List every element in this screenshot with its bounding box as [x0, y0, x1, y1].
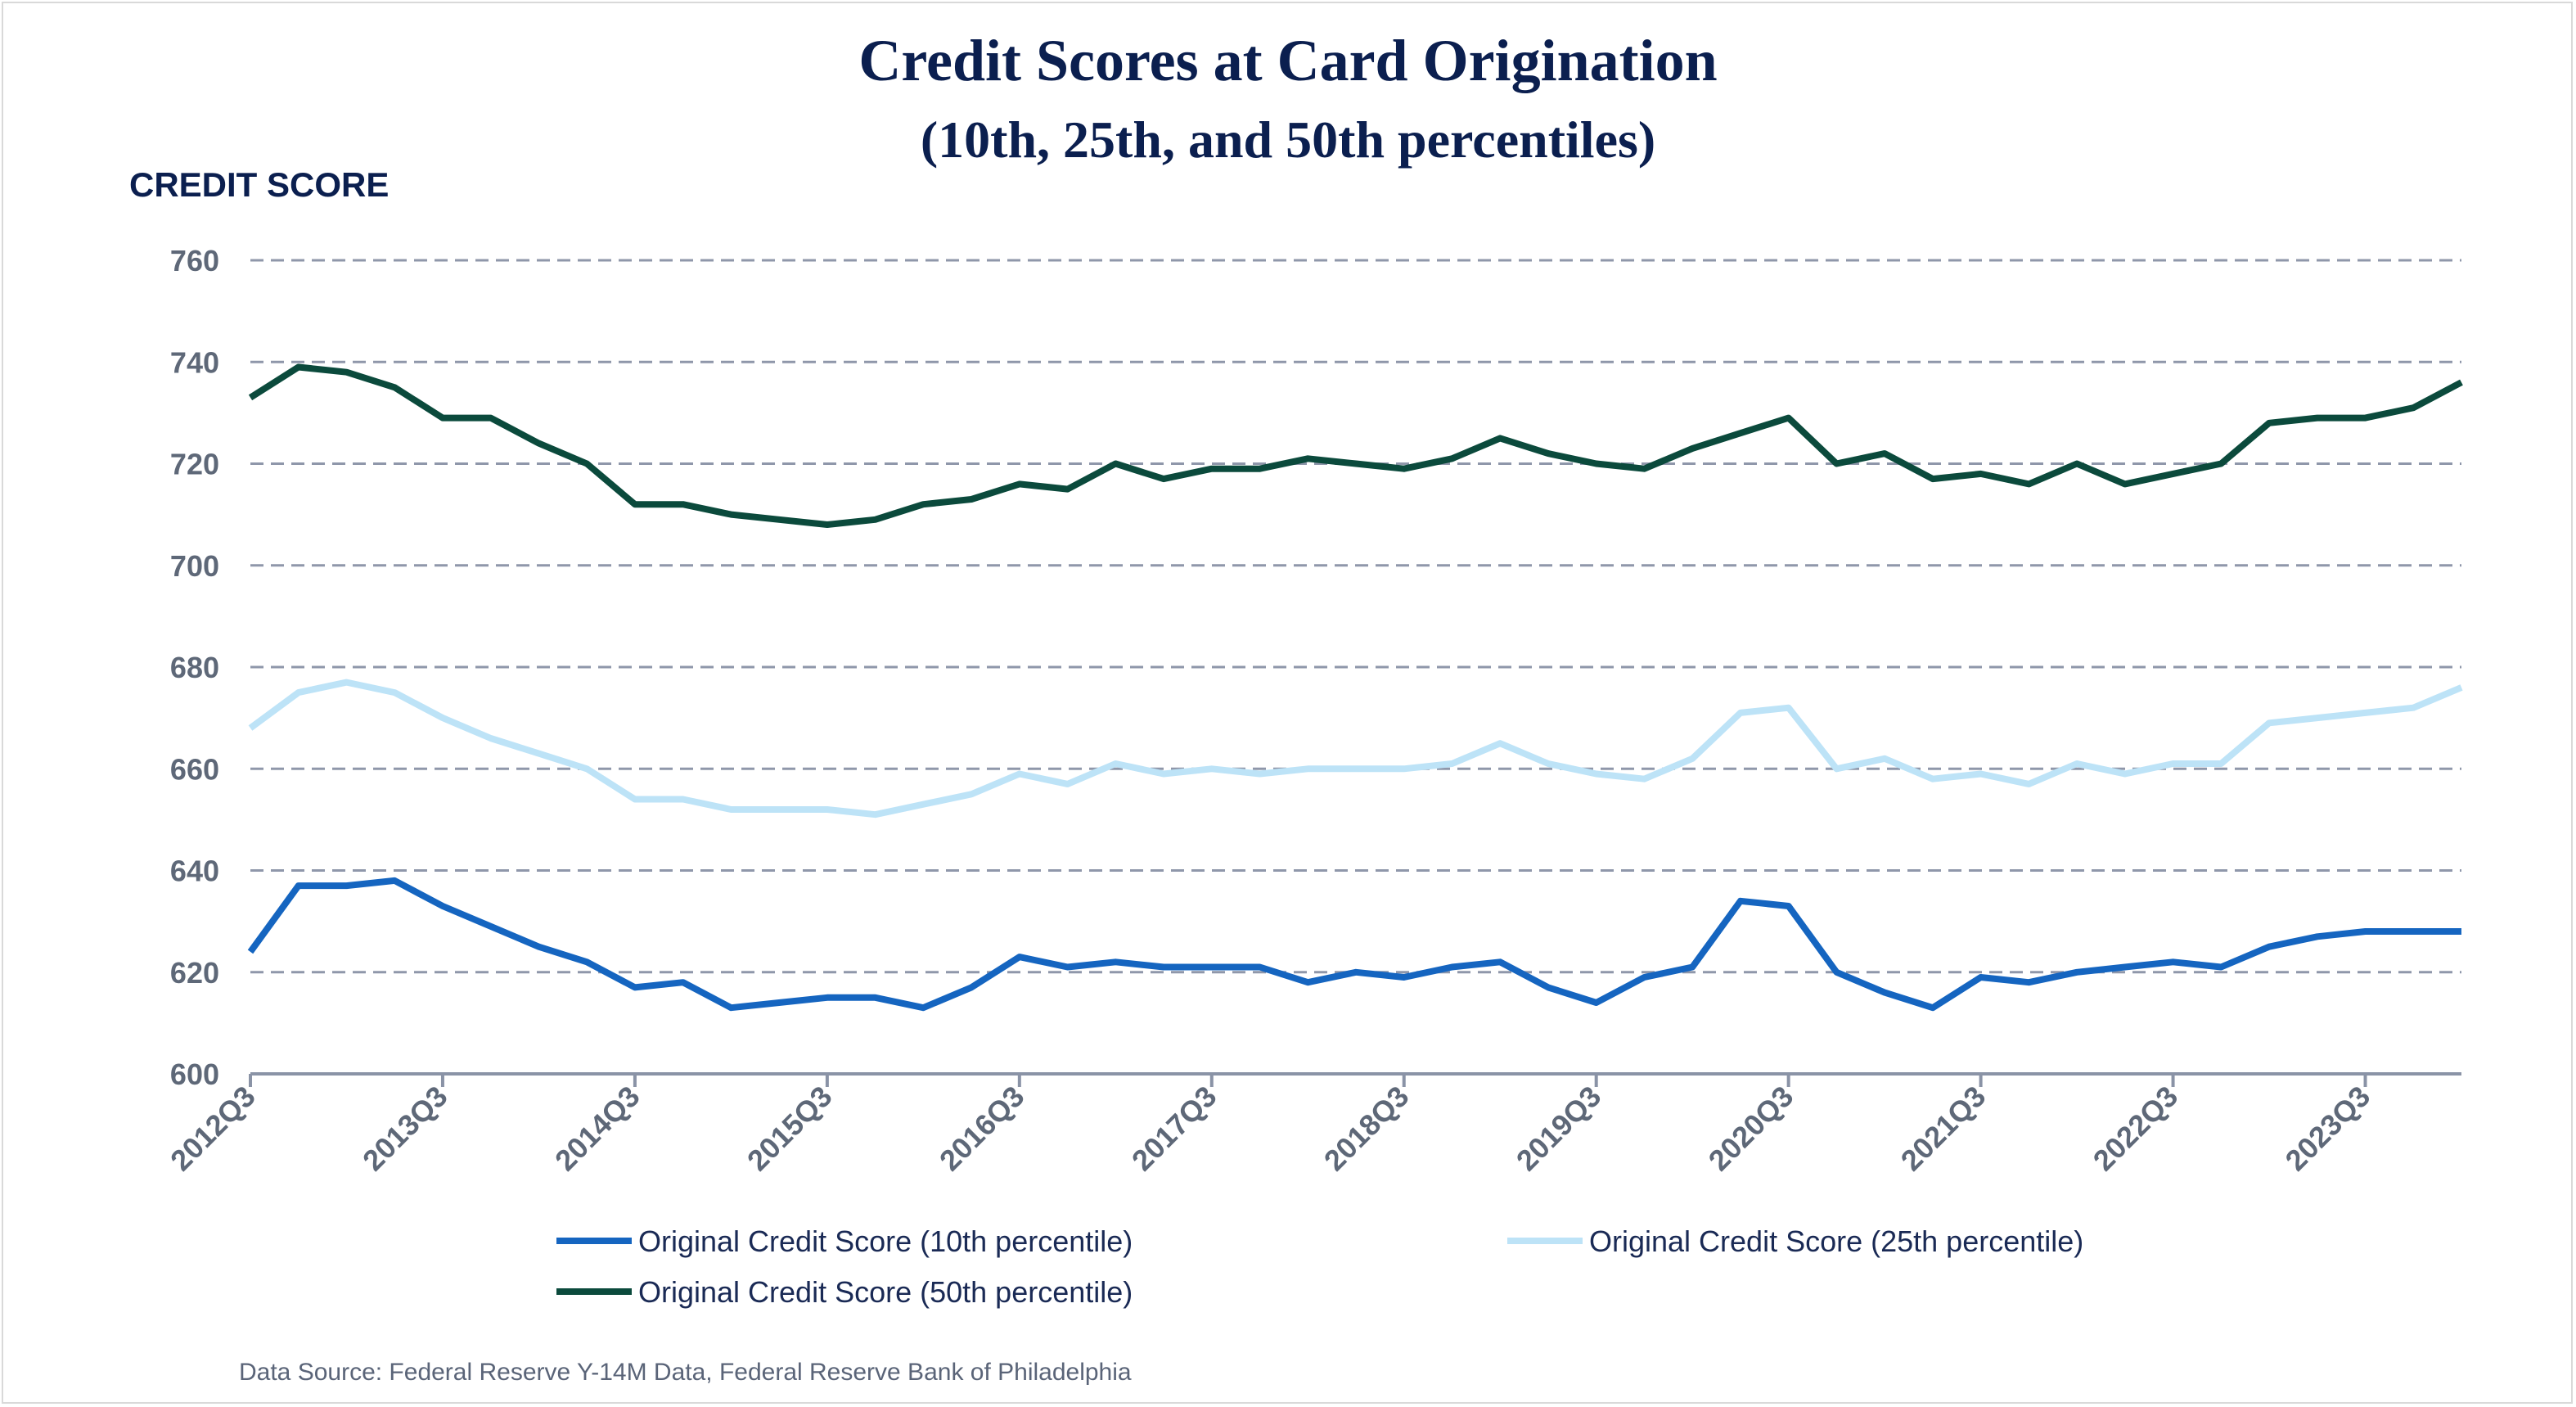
legend-label-25th: Original Credit Score (25th percentile) — [1589, 1224, 2083, 1258]
x-tick-label: 2021Q3 — [1894, 1080, 1993, 1178]
y-tick-label: 720 — [170, 448, 219, 481]
y-axis-label: CREDIT SCORE — [129, 165, 389, 204]
y-tick-label: 640 — [170, 855, 219, 888]
series-line-50th-percentile — [248, 363, 2463, 528]
x-tick-label: 2015Q3 — [741, 1080, 839, 1178]
y-tick-label: 620 — [170, 956, 219, 990]
series-line-10th-percentile — [247, 877, 2461, 1012]
legend: Original Credit Score (10th percentile) … — [556, 1224, 2083, 1309]
x-tick-label: 2013Q3 — [356, 1080, 454, 1178]
chart-subtitle: (10th, 25th, and 50th percentiles) — [921, 110, 1655, 169]
x-tick-label: 2020Q3 — [1702, 1080, 1800, 1178]
x-tick-label: 2012Q3 — [164, 1080, 262, 1178]
x-tick-label: 2022Q3 — [2087, 1080, 2185, 1178]
series-lines — [247, 363, 2463, 1012]
x-tick-label: 2017Q3 — [1125, 1080, 1223, 1178]
x-tick-label: 2016Q3 — [933, 1080, 1031, 1178]
y-tick-label: 740 — [170, 345, 219, 379]
legend-label-10th: Original Credit Score (10th percentile) — [638, 1224, 1133, 1258]
grid-lines — [250, 259, 2461, 974]
y-tick-labels: 760 740 720 700 680 660 640 620 600 — [170, 244, 219, 1091]
x-axis — [249, 1072, 2461, 1087]
series-line-25th-percentile — [248, 679, 2463, 818]
y-tick-label: 680 — [170, 651, 219, 684]
y-tick-label: 600 — [170, 1058, 219, 1091]
x-tick-label: 2019Q3 — [1510, 1080, 1608, 1178]
chart-title: Credit Scores at Card Origination — [858, 28, 1717, 93]
y-tick-label: 700 — [170, 549, 219, 583]
x-tick-label: 2023Q3 — [2279, 1080, 2377, 1178]
data-source-note: Data Source: Federal Reserve Y-14M Data,… — [239, 1359, 1132, 1386]
x-tick-label: 2014Q3 — [548, 1080, 646, 1178]
y-tick-label: 760 — [170, 244, 219, 277]
x-tick-label: 2018Q3 — [1317, 1080, 1416, 1178]
x-tick-labels: 2012Q3 2013Q3 2014Q3 2015Q3 2016Q3 2017Q3 2018… — [164, 1080, 2376, 1178]
legend-label-50th: Original Credit Score (50th percentile) — [638, 1275, 1133, 1309]
y-tick-label: 660 — [170, 752, 219, 786]
